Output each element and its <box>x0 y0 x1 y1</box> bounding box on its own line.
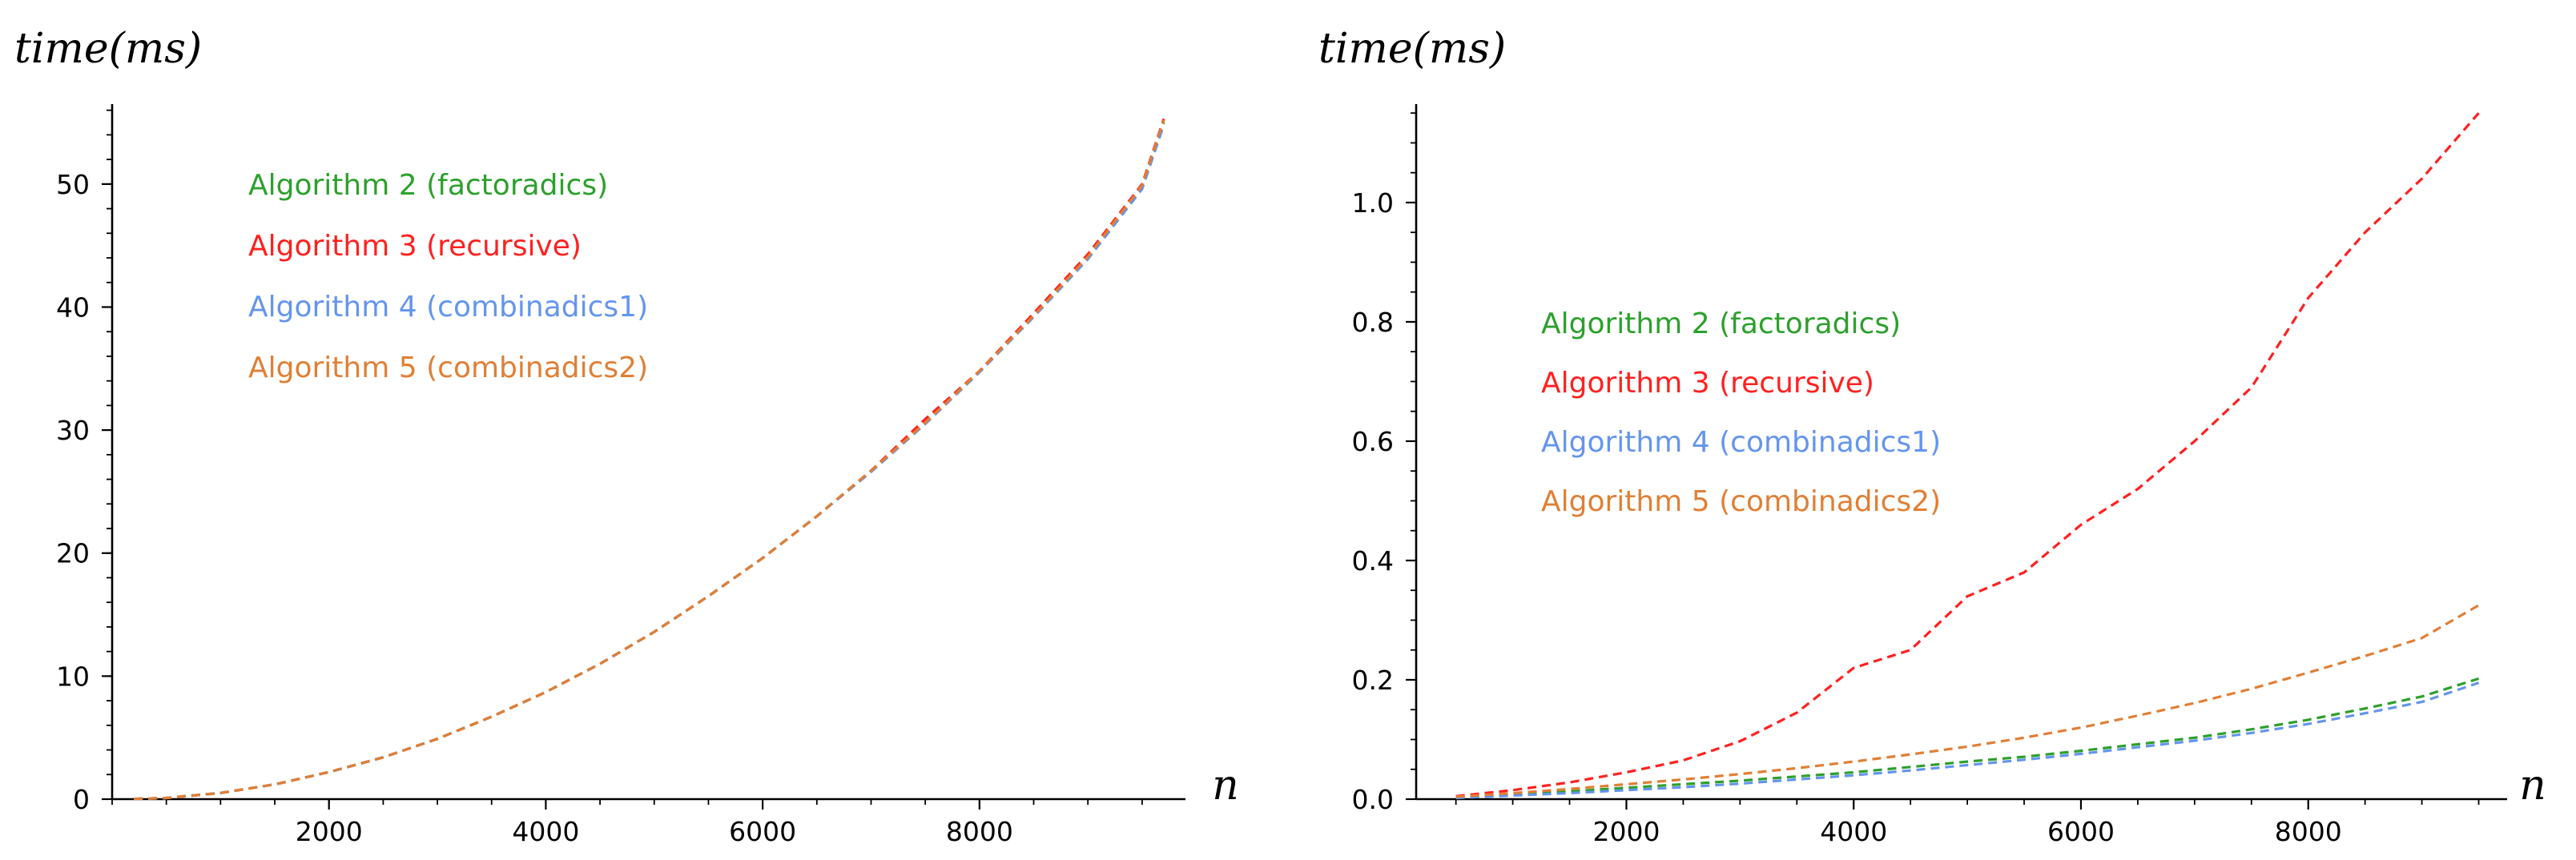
left-chart: 2000 4000 6000 8000 0 10 20 30 40 50 time(ms) n Algo… <box>14 25 1239 847</box>
y-tick-label: 0.0 <box>1352 784 1394 815</box>
x-tick-label: 8000 <box>946 816 1013 847</box>
y-tick-label: 0 <box>73 784 90 815</box>
y-tick-label: 0.8 <box>1352 307 1394 338</box>
x-axis-label: n <box>2519 762 2546 810</box>
y-tick-label: 50 <box>56 169 90 200</box>
x-tick-label: 8000 <box>2275 816 2342 847</box>
legend-entry-alg3: Algorithm 3 (recursive) <box>248 230 582 263</box>
y-axis-label: time(ms) <box>14 25 202 73</box>
x-axis-label: n <box>1212 762 1239 810</box>
legend-entry-alg2: Algorithm 2 (factoradics) <box>248 169 608 202</box>
legend-entry-alg4: Algorithm 4 (combinadics1) <box>1541 426 1941 459</box>
y-tick-label: 0.6 <box>1352 426 1394 457</box>
y-axis-label: time(ms) <box>1318 25 1506 73</box>
y-tick-label: 10 <box>56 661 90 692</box>
series-line-alg3 <box>134 118 1165 801</box>
y-tick-label: 0.4 <box>1352 545 1394 577</box>
legend-entry-alg4: Algorithm 4 (combinadics1) <box>248 291 648 324</box>
x-tick-label: 6000 <box>729 816 796 847</box>
series-line-alg5 <box>134 119 1165 801</box>
x-tick-label: 4000 <box>1820 816 1887 847</box>
y-tick-label: 0.2 <box>1352 665 1394 696</box>
y-tick-label: 30 <box>56 415 90 446</box>
legend-entry-alg3: Algorithm 3 (recursive) <box>1541 367 1874 400</box>
series-line-alg4 <box>1455 681 2480 800</box>
y-tick-label: 40 <box>56 291 90 323</box>
x-tick-label: 4000 <box>512 816 579 847</box>
legend-entry-alg5: Algorithm 5 (combinadics2) <box>248 352 648 384</box>
y-tick-label: 1.0 <box>1352 187 1394 219</box>
series-line-alg5 <box>1455 604 2480 798</box>
series-line-alg3 <box>1455 112 2480 798</box>
x-tick-label: 2000 <box>296 816 363 847</box>
legend-entry-alg2: Algorithm 2 (factoradics) <box>1541 307 1901 340</box>
x-tick-label: 6000 <box>2047 816 2115 847</box>
right-chart: 2000 4000 6000 8000 0.0 0.2 0.4 0.6 0.8 1.0 time(m… <box>1318 25 2546 847</box>
series-line-alg2 <box>134 122 1165 801</box>
legend-entry-alg5: Algorithm 5 (combinadics2) <box>1541 485 1941 518</box>
x-tick-label: 2000 <box>1592 816 1660 847</box>
series-line-alg2 <box>1455 677 2479 799</box>
series-line-alg4 <box>134 124 1165 801</box>
y-tick-label: 20 <box>56 538 90 569</box>
